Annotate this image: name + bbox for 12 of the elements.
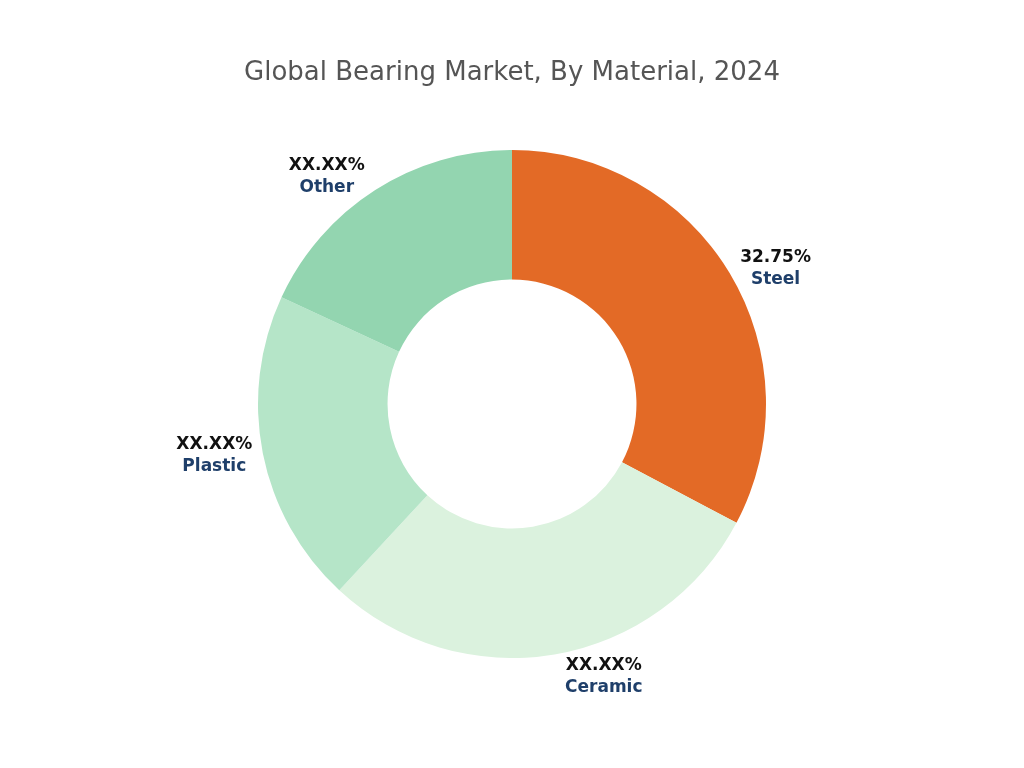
slice-label: Plastic — [182, 455, 247, 475]
data-label: XX.XX% — [565, 653, 642, 674]
slice-label: Steel — [750, 268, 801, 289]
data-label: 32.75% — [740, 246, 811, 267]
donut-slice — [339, 462, 737, 658]
data-label: XX.XX% — [176, 432, 253, 453]
slice-label: Other — [299, 176, 355, 197]
donut-slice — [258, 297, 428, 591]
chart-title: Global Bearing Market, By Material, 2024 — [244, 55, 780, 86]
donut-slice — [281, 150, 512, 352]
slice-label: Ceramic — [565, 675, 643, 696]
data-label: XX.XX% — [288, 153, 365, 174]
